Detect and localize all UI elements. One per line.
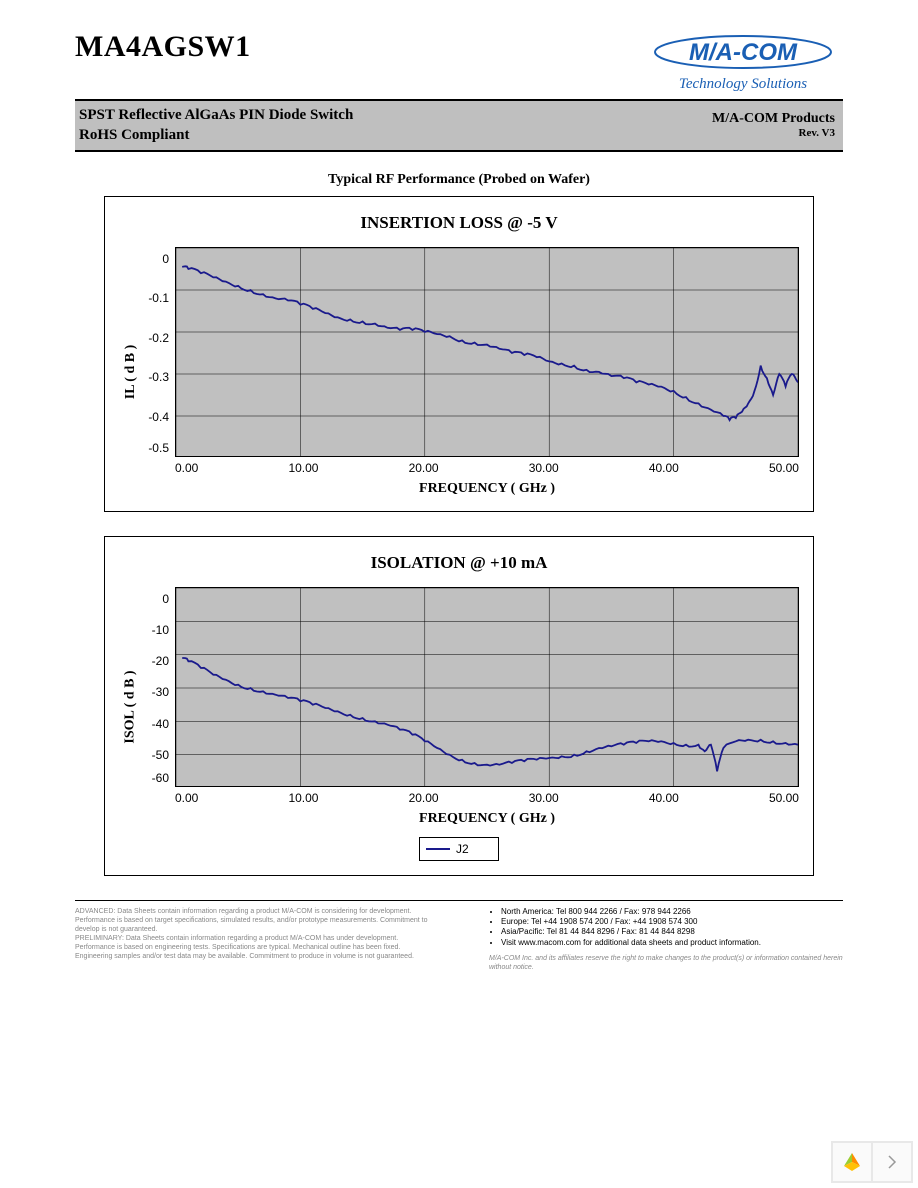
chart2-xticks: 0.0010.0020.0030.0040.0050.00 <box>175 791 799 805</box>
chart1-xticks: 0.0010.0020.0030.0040.0050.00 <box>175 461 799 475</box>
chart2-title: ISOLATION @ +10 mA <box>119 553 799 573</box>
section-title: Typical RF Performance (Probed on Wafer) <box>75 172 843 188</box>
contact-item: Asia/Pacific: Tel 81 44 844 8296 / Fax: … <box>501 927 843 937</box>
legend-label: J2 <box>456 842 469 856</box>
chart2-ylabel: ISOL ( d B ) <box>119 587 143 827</box>
chart2-legend: J2 <box>419 837 499 861</box>
corner-widget[interactable] <box>832 1142 912 1182</box>
chart-isolation: ISOLATION @ +10 mA ISOL ( d B ) 0-10-20-… <box>104 536 814 876</box>
chart-insertion-loss: INSERTION LOSS @ -5 V IL ( d B ) 0-0.1-0… <box>104 196 814 512</box>
desc-line2: RoHS Compliant <box>79 125 353 145</box>
widget-next-button[interactable] <box>872 1142 912 1182</box>
contact-item: Visit www.macom.com for additional data … <box>501 938 843 948</box>
company-logo: M/A-COM Technology Solutions <box>643 30 843 93</box>
subheader-bar: SPST Reflective AlGaAs PIN Diode Switch … <box>75 99 843 152</box>
chart2-xlabel: FREQUENCY ( GHz ) <box>175 811 799 827</box>
revision: Rev. V3 <box>712 127 835 139</box>
header: MA4AGSW1 M/A-COM Technology Solutions <box>75 30 843 93</box>
widget-logo-icon[interactable] <box>832 1142 872 1182</box>
chart1-ylabel: IL ( d B ) <box>119 247 143 497</box>
logo-tagline: Technology Solutions <box>643 76 843 93</box>
footer-fineprint: M/A-COM Inc. and its affiliates reserve … <box>489 954 843 972</box>
chart1-plot <box>175 247 799 457</box>
product-family: M/A-COM Products <box>712 111 835 127</box>
part-number: MA4AGSW1 <box>75 30 251 64</box>
product-description: SPST Reflective AlGaAs PIN Diode Switch … <box>79 105 353 146</box>
chart1-xlabel: FREQUENCY ( GHz ) <box>175 481 799 497</box>
contact-item: North America: Tel 800 944 2266 / Fax: 9… <box>501 907 843 917</box>
chart2-yticks: 0-10-20-30-40-50-60 <box>143 587 175 787</box>
product-info: M/A-COM Products Rev. V3 <box>712 111 835 139</box>
contact-item: Europe: Tel +44 1908 574 200 / Fax: +44 … <box>501 917 843 927</box>
page-footer: ADVANCED: Data Sheets contain informatio… <box>75 900 843 973</box>
svg-text:M/A-COM: M/A-COM <box>689 39 798 66</box>
macom-logo-icon: M/A-COM <box>653 30 833 74</box>
chart1-yticks: 0-0.1-0.2-0.3-0.4-0.5 <box>143 247 175 457</box>
chart2-plot <box>175 587 799 787</box>
footer-disclaimer: ADVANCED: Data Sheets contain informatio… <box>75 907 429 973</box>
chart1-title: INSERTION LOSS @ -5 V <box>119 213 799 233</box>
legend-swatch <box>426 848 450 850</box>
footer-contacts: North America: Tel 800 944 2266 / Fax: 9… <box>489 907 843 973</box>
desc-line1: SPST Reflective AlGaAs PIN Diode Switch <box>79 105 353 125</box>
